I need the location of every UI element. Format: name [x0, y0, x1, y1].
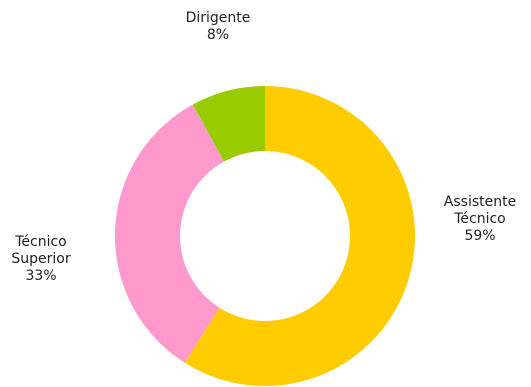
- slice-label-dirigente: Dirigente 8%: [166, 10, 270, 44]
- donut-slice-1: [114, 104, 225, 363]
- slice-label-tecnico-superior: Técnico Superior 33%: [0, 234, 82, 285]
- donut-slice-2: [192, 86, 265, 162]
- slice-label-line: Técnico: [15, 234, 67, 250]
- slice-percent: 8%: [206, 27, 230, 43]
- slice-percent: 59%: [464, 228, 496, 244]
- slice-label-line: Técnico: [454, 211, 506, 227]
- slice-label-line: Dirigente: [185, 10, 251, 26]
- donut-slice-0: [184, 86, 415, 386]
- slice-label-line: Superior: [11, 251, 71, 267]
- slice-percent: 33%: [25, 268, 57, 284]
- slice-label-line: Assistente: [443, 194, 517, 210]
- slice-label-assistente-tecnico: Assistente Técnico 59%: [428, 194, 531, 245]
